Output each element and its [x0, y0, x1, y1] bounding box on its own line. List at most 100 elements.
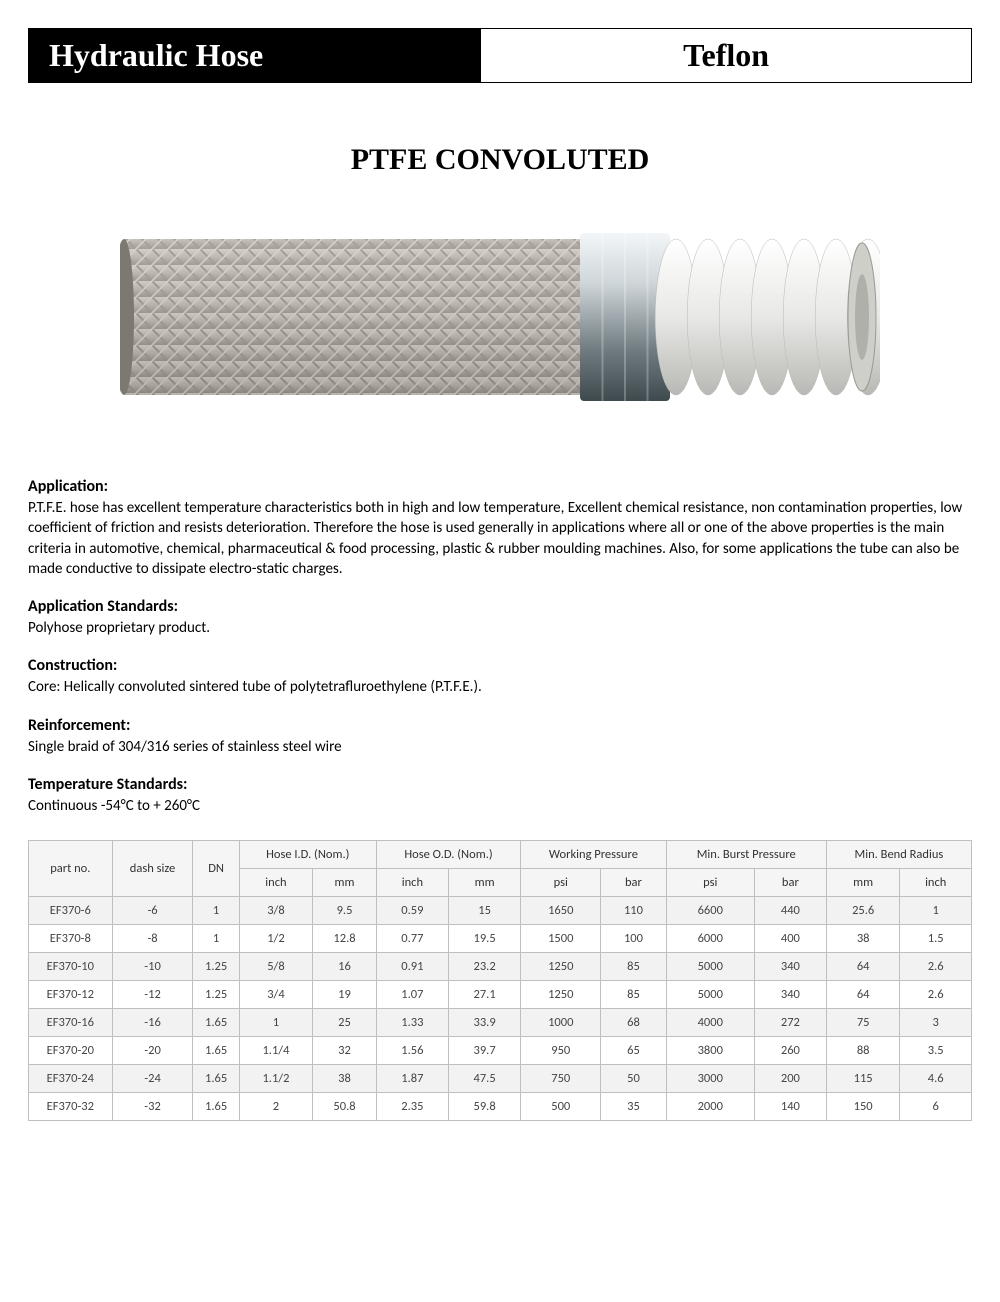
table-cell: 38: [826, 925, 900, 953]
table-cell: EF370-10: [29, 953, 113, 981]
table-cell: 65: [601, 1037, 666, 1065]
column-header: Min. Bend Radius: [826, 841, 971, 869]
column-subheader: mm: [826, 869, 900, 897]
table-cell: -20: [112, 1037, 193, 1065]
column-subheader: inch: [239, 869, 312, 897]
table-cell: EF370-8: [29, 925, 113, 953]
table-cell: 85: [601, 953, 666, 981]
table-cell: 1.33: [376, 1009, 448, 1037]
table-cell: 2000: [666, 1093, 754, 1121]
column-header: Hose I.D. (Nom.): [239, 841, 376, 869]
table-row: EF370-32-321.65250.82.3559.8500352000140…: [29, 1093, 972, 1121]
table-cell: 19.5: [448, 925, 520, 953]
table-cell: 1500: [521, 925, 601, 953]
column-header: Hose O.D. (Nom.): [376, 841, 520, 869]
table-cell: EF370-12: [29, 981, 113, 1009]
section-label: Reinforcement:: [28, 716, 972, 735]
table-cell: 1250: [521, 953, 601, 981]
table-cell: 260: [754, 1037, 826, 1065]
table-cell: 750: [521, 1065, 601, 1093]
table-cell: 1.25: [193, 953, 239, 981]
section-text: P.T.F.E. hose has excellent temperature …: [28, 498, 972, 579]
table-row: EF370-16-161.651251.3333.910006840002727…: [29, 1009, 972, 1037]
table-cell: 19: [313, 981, 377, 1009]
table-cell: 100: [601, 925, 666, 953]
table-cell: 27.1: [448, 981, 520, 1009]
table-cell: -24: [112, 1065, 193, 1093]
header-category: Hydraulic Hose: [29, 29, 481, 82]
table-cell: 23.2: [448, 953, 520, 981]
table-cell: 12.8: [313, 925, 377, 953]
table-row: EF370-8-811/212.80.7719.5150010060004003…: [29, 925, 972, 953]
product-illustration: [120, 217, 880, 417]
column-header: DN: [193, 841, 239, 897]
table-cell: 400: [754, 925, 826, 953]
table-cell: 500: [521, 1093, 601, 1121]
table-cell: EF370-6: [29, 897, 113, 925]
table-cell: 3: [900, 1009, 972, 1037]
table-cell: 150: [826, 1093, 900, 1121]
table-cell: 1250: [521, 981, 601, 1009]
section-label: Application Standards:: [28, 597, 972, 616]
table-cell: 2: [239, 1093, 312, 1121]
table-cell: 1.1/2: [239, 1065, 312, 1093]
column-subheader: inch: [900, 869, 972, 897]
specification-table: part no.dash sizeDNHose I.D. (Nom.)Hose …: [28, 840, 972, 1121]
table-cell: 32: [313, 1037, 377, 1065]
table-cell: 110: [601, 897, 666, 925]
section-label: Application:: [28, 477, 972, 496]
table-cell: 140: [754, 1093, 826, 1121]
table-cell: 0.91: [376, 953, 448, 981]
table-cell: EF370-20: [29, 1037, 113, 1065]
table-cell: 2.6: [900, 981, 972, 1009]
table-cell: 115: [826, 1065, 900, 1093]
table-cell: 3000: [666, 1065, 754, 1093]
table-cell: EF370-16: [29, 1009, 113, 1037]
table-cell: 0.77: [376, 925, 448, 953]
table-cell: 3/8: [239, 897, 312, 925]
table-cell: 1.65: [193, 1065, 239, 1093]
table-row: EF370-20-201.651.1/4321.5639.79506538002…: [29, 1037, 972, 1065]
table-cell: 35: [601, 1093, 666, 1121]
table-cell: 1000: [521, 1009, 601, 1037]
table-cell: 68: [601, 1009, 666, 1037]
table-cell: -16: [112, 1009, 193, 1037]
table-cell: 38: [313, 1065, 377, 1093]
column-subheader: inch: [376, 869, 448, 897]
table-cell: 75: [826, 1009, 900, 1037]
table-cell: 1: [193, 925, 239, 953]
column-header: Working Pressure: [521, 841, 666, 869]
table-cell: 6000: [666, 925, 754, 953]
table-row: EF370-24-241.651.1/2381.8747.57505030002…: [29, 1065, 972, 1093]
column-subheader: bar: [754, 869, 826, 897]
table-cell: 1: [193, 897, 239, 925]
table-cell: 85: [601, 981, 666, 1009]
section-text: Single braid of 304/316 series of stainl…: [28, 737, 972, 757]
table-cell: 47.5: [448, 1065, 520, 1093]
table-cell: 6600: [666, 897, 754, 925]
table-cell: 50.8: [313, 1093, 377, 1121]
table-cell: -8: [112, 925, 193, 953]
table-cell: 272: [754, 1009, 826, 1037]
table-cell: 1: [239, 1009, 312, 1037]
table-row: EF370-6-613/89.50.59151650110660044025.6…: [29, 897, 972, 925]
table-cell: 1.1/4: [239, 1037, 312, 1065]
table-cell: 25.6: [826, 897, 900, 925]
table-cell: 2.6: [900, 953, 972, 981]
table-cell: 16: [313, 953, 377, 981]
section-text: Continuous -54°C to + 260°C: [28, 796, 972, 816]
table-cell: 1: [900, 897, 972, 925]
table-cell: 2.35: [376, 1093, 448, 1121]
table-cell: -6: [112, 897, 193, 925]
table-row: EF370-12-121.253/4191.0727.1125085500034…: [29, 981, 972, 1009]
table-cell: 950: [521, 1037, 601, 1065]
table-cell: 59.8: [448, 1093, 520, 1121]
section-label: Temperature Standards:: [28, 775, 972, 794]
table-cell: 1.65: [193, 1009, 239, 1037]
table-cell: 50: [601, 1065, 666, 1093]
table-cell: 4000: [666, 1009, 754, 1037]
column-header: part no.: [29, 841, 113, 897]
table-cell: 0.59: [376, 897, 448, 925]
table-cell: 5000: [666, 981, 754, 1009]
column-header: dash size: [112, 841, 193, 897]
